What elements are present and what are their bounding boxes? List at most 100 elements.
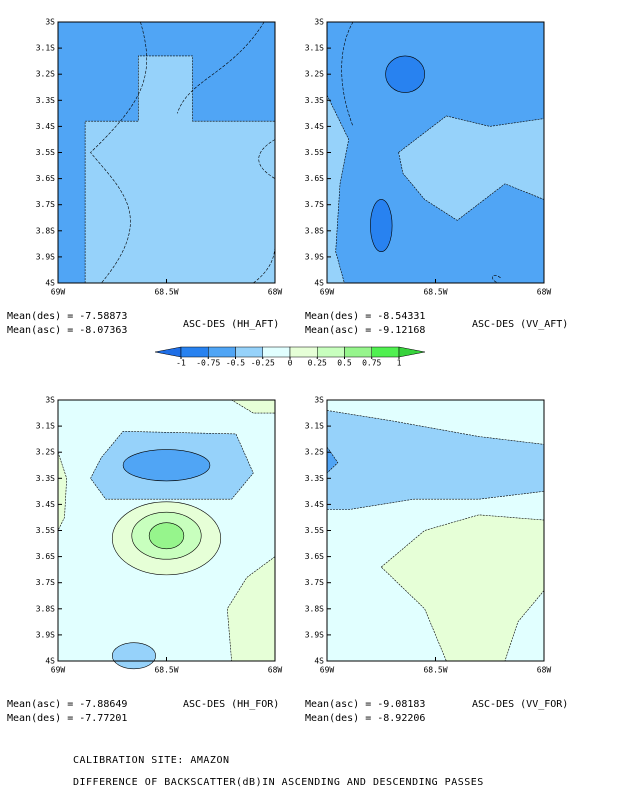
colorbar-swatch [208,346,236,358]
contour-region [148,522,185,550]
mean-stat: Mean(des) = -7.58873 [7,311,127,322]
y-tick-label: 3.9S [305,252,324,261]
colorbar-swatch [262,346,291,358]
x-tick-label: 68W [268,666,283,675]
colorbar-swatch [371,346,400,358]
x-tick-label: 68.5W [154,288,178,297]
y-tick-label: 3.7S [305,578,324,587]
mean-stat: Mean(des) = -7.77201 [7,713,127,724]
x-tick-label: 68.5W [423,288,447,297]
y-tick-label: 3.6S [305,174,324,183]
y-tick-label: 3.4S [305,500,324,509]
panel: 3S 3.1S 3.2S 3.3S 3.4S 3.5S 3.6S 3.7S 3.8S 3.9S 4S [305,396,545,666]
y-tick-label: 3S [45,396,55,405]
y-tick-label: 3.1S [36,422,55,431]
y-tick-label: 3.8S [305,604,324,613]
colorbar-swatch [398,346,426,358]
x-tick-label: 68.5W [154,666,178,675]
colorbar-label: 1 [397,359,402,368]
y-tick-label: 3.7S [36,200,55,209]
contour-region [326,410,545,510]
y-tick-label: 3.1S [36,44,55,53]
y-tick-label: 3.5S [305,526,324,535]
y-tick-label: 4S [45,657,55,666]
contour-region [370,199,393,252]
y-tick-label: 3.8S [305,226,324,235]
y-tick-label: 3.8S [36,226,55,235]
y-tick-label: 4S [314,657,324,666]
colorbar-swatch [344,346,372,358]
colorbar-swatch [180,346,209,358]
contour-region [385,55,425,93]
y-tick-label: 3.4S [36,122,55,131]
panel-title: ASC-DES (VV_AFT) [472,319,568,330]
y-tick-label: 3.1S [305,44,324,53]
contour-region [398,115,545,221]
y-tick-label: 3.3S [36,96,55,105]
colorbar-label: 0.5 [337,359,352,368]
contour-region [380,514,545,662]
contour-region [226,556,276,662]
y-tick-label: 3.2S [36,70,55,79]
y-tick-label: 3.3S [305,96,324,105]
mean-stat: Mean(des) = -8.54331 [305,311,425,322]
colorbar-swatch [289,346,318,358]
y-tick-label: 3.9S [36,252,55,261]
y-tick-label: 3S [45,18,55,27]
colorbar-swatch [235,346,263,358]
contour-region [326,94,350,284]
contour-line [341,21,354,127]
panel-title: ASC-DES (HH_AFT) [183,319,279,330]
mean-stat: Mean(asc) = -8.07363 [7,325,127,336]
y-tick-label: 3.9S [36,630,55,639]
y-tick-label: 3.8S [36,604,55,613]
y-tick-label: 3.2S [36,448,55,457]
y-tick-label: 3.4S [305,122,324,131]
contour-region [57,452,67,531]
mean-stat: Mean(des) = -8.92206 [305,713,425,724]
y-tick-label: 3.5S [36,148,55,157]
y-tick-label: 3.6S [305,552,324,561]
contour-region [111,642,156,670]
y-tick-label: 3.2S [305,70,324,79]
mean-stat: Mean(asc) = -7.88649 [7,699,127,710]
x-tick-label: 68W [537,288,552,297]
x-tick-label: 69W [320,288,335,297]
y-tick-label: 3.1S [305,422,324,431]
colorbar-label: -0.25 [251,359,275,368]
panel-title: ASC-DES (HH_FOR) [183,699,279,710]
colorbar-label: -0.75 [196,359,220,368]
contour-region [84,55,276,284]
contour-line [177,21,265,114]
colorbar-swatch [154,346,182,358]
y-tick-label: 4S [314,279,324,288]
colorbar-swatch [317,346,345,358]
panel-title: ASC-DES (VV_FOR) [472,699,568,710]
y-tick-label: 3.3S [305,474,324,483]
y-tick-label: 4S [45,279,55,288]
y-tick-label: 3.6S [36,174,55,183]
contour-region [326,446,339,474]
panel: 3S 3.1S 3.2S 3.3S 3.4S 3.5S 3.6S 3.7S 3.8S 3.9S 4S [36,18,276,288]
y-tick-label: 3.7S [36,578,55,587]
contour-region [122,449,211,482]
y-tick-label: 3.3S [36,474,55,483]
mean-stat: Mean(asc) = -9.12168 [305,325,425,336]
x-tick-label: 68W [537,666,552,675]
colorbar-label: 0.25 [308,359,327,368]
colorbar-label: -1 [176,359,186,368]
caption: CALIBRATION SITE: AMAZON [73,755,230,766]
x-tick-label: 69W [320,666,335,675]
x-tick-label: 68.5W [423,666,447,675]
y-tick-label: 3S [314,396,324,405]
caption: DIFFERENCE OF BACKSCATTER(dB)IN ASCENDIN… [73,777,484,788]
panel: 3S 3.1S 3.2S 3.3S 3.4S 3.5S 3.6S 3.7S 3.8S 3.9S 4S [36,396,276,670]
x-tick-label: 69W [51,666,66,675]
y-tick-label: 3.5S [36,526,55,535]
colorbar-label: -0.5 [226,359,245,368]
contour-line [90,21,147,284]
y-tick-label: 3.6S [36,552,55,561]
y-tick-label: 3S [314,18,324,27]
colorbar-label: 0 [288,359,293,368]
